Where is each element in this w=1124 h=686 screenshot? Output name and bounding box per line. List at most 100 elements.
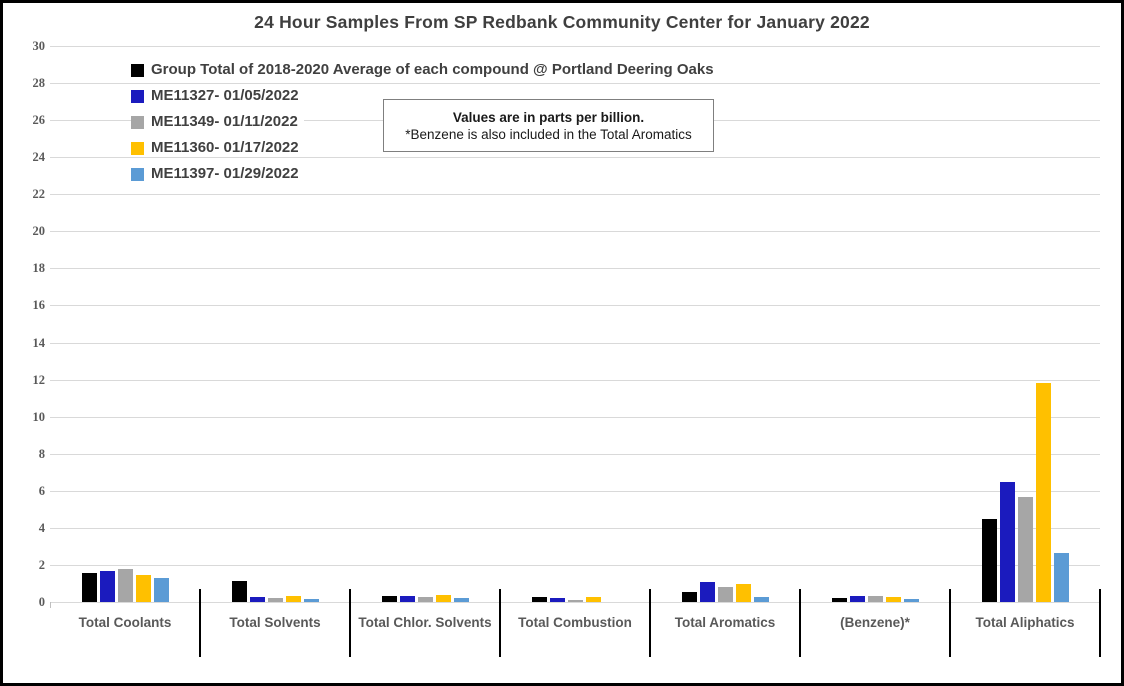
bar-series0-cat0 (81, 573, 97, 602)
bar-series0-cat3 (531, 597, 547, 602)
bar-series3-cat4 (735, 584, 751, 602)
legend-label: ME11327- 01/05/2022 (151, 87, 299, 104)
bar-series4-cat4 (753, 597, 769, 602)
bar-series1-cat5 (849, 596, 865, 602)
bar-series1-cat3 (549, 598, 565, 602)
category-label: Total Solvents (229, 615, 321, 630)
y-axis-tick-14: 14 (32, 335, 46, 350)
gridline-18 (50, 268, 1100, 270)
note-units-text: Values are in parts per billion. (452, 109, 645, 125)
bar-series0-cat5 (831, 598, 847, 602)
category-label: Total Coolants (78, 615, 172, 630)
x-axis-origin-tick (50, 602, 51, 608)
y-axis-tick-12: 12 (32, 372, 46, 387)
legend-swatch-me11327 (131, 89, 144, 103)
bar-series4-cat0 (153, 577, 169, 602)
y-axis-tick-20: 20 (32, 224, 46, 239)
bar-series4-cat6 (1053, 552, 1069, 602)
gridline-16 (50, 305, 1100, 307)
gridline-4 (50, 527, 1100, 529)
category-divider-4 (649, 589, 651, 657)
bar-series3-cat1 (285, 596, 301, 602)
bar-series2-cat1 (267, 598, 283, 602)
gridline-22 (50, 194, 1100, 196)
category-divider-1 (199, 589, 201, 657)
legend-swatch-me11349 (131, 115, 144, 129)
gridline-20 (50, 231, 1100, 233)
y-axis-tick-22: 22 (32, 187, 46, 202)
bar-series2-cat3 (567, 599, 583, 602)
legend: Group Total of 2018-2020 Average of each… (131, 61, 720, 182)
y-axis-tick-26: 26 (32, 113, 46, 128)
chart-title: 24 Hour Samples From SP Redbank Communit… (254, 12, 870, 32)
bar-series1-cat2 (399, 596, 415, 602)
bar-series2-cat4 (717, 587, 733, 602)
gridline-8 (50, 453, 1100, 455)
gridline-28 (50, 83, 1100, 85)
legend-item-me11397: ME11397- 01/29/2022 (131, 165, 305, 182)
category-divider-3 (499, 589, 501, 657)
y-axis-tick-10: 10 (32, 409, 46, 424)
bar-series2-cat5 (867, 596, 883, 602)
bar-series4-cat1 (303, 599, 319, 602)
category-label: Total Aromatics (674, 615, 776, 630)
legend-swatch-group-total (131, 63, 144, 77)
bar-series3-cat0 (135, 575, 151, 602)
gridline-2 (50, 564, 1100, 566)
legend-swatch-me11397 (131, 167, 144, 181)
legend-label: Group Total of 2018-2020 Average of each… (151, 61, 714, 78)
category-label: (Benzene)* (840, 615, 910, 630)
category-divider-2 (349, 589, 351, 657)
gridline-0 (50, 602, 1100, 603)
note-benzene-text: *Benzene is also included in the Total A… (405, 126, 692, 142)
y-axis-tick-28: 28 (32, 76, 46, 91)
y-axis-tick-30: 30 (32, 39, 46, 53)
bar-series0-cat2 (381, 595, 397, 602)
bar-series3-cat6 (1035, 383, 1051, 602)
bar-series1-cat1 (249, 597, 265, 602)
legend-item-group-total: Group Total of 2018-2020 Average of each… (131, 61, 720, 78)
bar-series0-cat6 (981, 518, 997, 602)
legend-item-me11349: ME11349- 01/11/2022 (131, 113, 304, 130)
y-axis-tick-2: 2 (38, 557, 45, 572)
bar-series1-cat6 (999, 482, 1015, 602)
gridline-14 (50, 342, 1100, 344)
gridline-12 (50, 379, 1100, 381)
bar-series1-cat0 (99, 571, 115, 602)
legend-label: ME11397- 01/29/2022 (151, 165, 299, 182)
gridline-10 (50, 416, 1100, 418)
bar-series0-cat4 (681, 591, 697, 602)
y-axis-tick-6: 6 (38, 483, 45, 498)
category-divider-5 (799, 589, 801, 657)
category-label: Total Aliphatics (975, 615, 1075, 630)
bar-series1-cat4 (699, 581, 715, 602)
bar-series3-cat5 (885, 597, 901, 602)
gridline-24 (50, 157, 1100, 159)
legend-label: ME11349- 01/11/2022 (151, 113, 298, 130)
bar-series3-cat2 (435, 594, 451, 602)
y-axis-tick-24: 24 (32, 150, 46, 165)
bar-series3-cat3 (585, 596, 601, 602)
category-label: Total Combustion (518, 615, 632, 630)
gridline-30 (50, 46, 1100, 47)
bar-series2-cat2 (417, 597, 433, 602)
note-box: Values are in parts per billion. *Benzen… (383, 99, 714, 152)
bar-series2-cat6 (1017, 497, 1033, 602)
legend-label: ME11360- 01/17/2022 (151, 139, 299, 156)
bar-series0-cat1 (231, 580, 247, 602)
y-axis-tick-0: 0 (38, 595, 45, 609)
y-axis-tick-16: 16 (32, 298, 46, 313)
category-divider-6 (949, 589, 951, 657)
bar-series4-cat5 (903, 599, 919, 602)
legend-item-me11327: ME11327- 01/05/2022 (131, 87, 305, 104)
bar-series2-cat0 (117, 568, 133, 602)
bar-series4-cat2 (453, 598, 469, 602)
category-divider-7 (1099, 589, 1101, 657)
legend-item-me11360: ME11360- 01/17/2022 (131, 139, 305, 156)
y-axis-tick-4: 4 (38, 520, 45, 535)
plot-area: 0 2 4 6 8 10 12 14 16 18 20 22 24 26 28 30 Total Coolant… (3, 3, 1121, 683)
legend-swatch-me11360 (131, 141, 144, 155)
gridline-6 (50, 490, 1100, 492)
y-axis-tick-8: 8 (38, 446, 45, 461)
